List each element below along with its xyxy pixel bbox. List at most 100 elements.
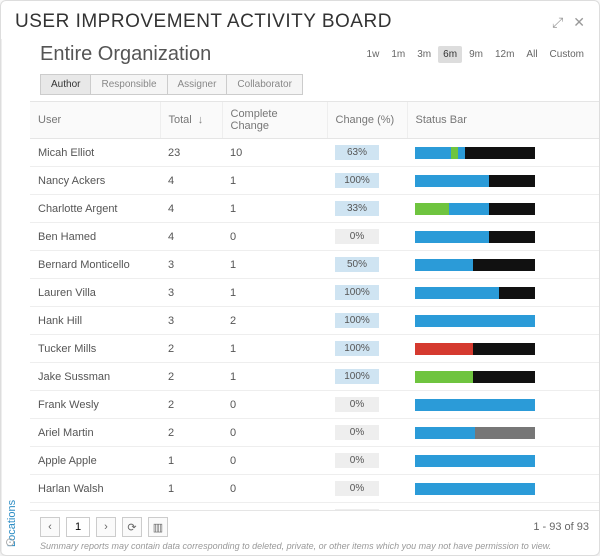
table-row: Hank Hill32100% bbox=[30, 307, 599, 335]
cell-total: 1 bbox=[160, 503, 222, 511]
page-title: USER IMPROVEMENT ACTIVITY BOARD bbox=[15, 11, 552, 33]
disclaimer: Summary reports may contain data corresp… bbox=[40, 541, 589, 551]
role-tab-author[interactable]: Author bbox=[40, 74, 91, 95]
cell-user: Hank Hill bbox=[30, 307, 160, 335]
col-status-bar[interactable]: Status Bar bbox=[407, 102, 599, 139]
cell-user: Lauren Villa bbox=[30, 279, 160, 307]
cell-status-bar bbox=[407, 363, 599, 391]
table-row: Jackie Jackson100% bbox=[30, 503, 599, 511]
cell-total: 3 bbox=[160, 279, 222, 307]
col-user[interactable]: User bbox=[30, 102, 160, 139]
locations-tab[interactable]: Locations bbox=[1, 39, 22, 555]
refresh-button[interactable]: ⟳ bbox=[122, 517, 142, 537]
cell-status-bar bbox=[407, 279, 599, 307]
cell-status-bar bbox=[407, 223, 599, 251]
cell-total: 1 bbox=[160, 475, 222, 503]
cell-user: Tucker Mills bbox=[30, 335, 160, 363]
close-icon[interactable]: ✕ bbox=[573, 14, 585, 31]
cell-change-pct: 63% bbox=[327, 139, 407, 167]
cell-complete-change: 0 bbox=[222, 419, 327, 447]
cell-status-bar bbox=[407, 167, 599, 195]
cell-total: 2 bbox=[160, 335, 222, 363]
cell-status-bar bbox=[407, 503, 599, 511]
cell-status-bar bbox=[407, 195, 599, 223]
prev-page-button[interactable]: ‹ bbox=[40, 517, 60, 537]
cell-change-pct: 0% bbox=[327, 475, 407, 503]
collapse-icon[interactable]: ⊙ bbox=[5, 535, 15, 549]
range-9m[interactable]: 9m bbox=[464, 46, 488, 63]
cell-change-pct: 0% bbox=[327, 391, 407, 419]
col-total[interactable]: Total↓ bbox=[160, 102, 222, 139]
range-All[interactable]: All bbox=[521, 46, 542, 63]
export-button[interactable]: ▥ bbox=[148, 517, 168, 537]
cell-complete-change: 0 bbox=[222, 503, 327, 511]
cell-status-bar bbox=[407, 335, 599, 363]
table-row: Harlan Walsh100% bbox=[30, 475, 599, 503]
role-tab-collaborator[interactable]: Collaborator bbox=[226, 74, 302, 95]
cell-total: 2 bbox=[160, 363, 222, 391]
cell-user: Ben Hamed bbox=[30, 223, 160, 251]
cell-status-bar bbox=[407, 251, 599, 279]
table-row: Nancy Ackers41100% bbox=[30, 167, 599, 195]
cell-total: 4 bbox=[160, 195, 222, 223]
cell-complete-change: 1 bbox=[222, 195, 327, 223]
table-row: Tucker Mills21100% bbox=[30, 335, 599, 363]
cell-change-pct: 100% bbox=[327, 279, 407, 307]
table-row: Ben Hamed400% bbox=[30, 223, 599, 251]
range-1w[interactable]: 1w bbox=[362, 46, 385, 63]
page-range: 1 - 93 of 93 bbox=[533, 521, 589, 533]
cell-change-pct: 100% bbox=[327, 307, 407, 335]
col-complete-change[interactable]: Complete Change bbox=[222, 102, 327, 139]
table-row: Frank Wesly200% bbox=[30, 391, 599, 419]
time-range-group: 1w1m3m6m9m12mAllCustom bbox=[362, 46, 589, 63]
page-input[interactable] bbox=[66, 517, 90, 537]
cell-total: 3 bbox=[160, 251, 222, 279]
cell-user: Apple Apple bbox=[30, 447, 160, 475]
sort-desc-icon: ↓ bbox=[198, 114, 204, 126]
cell-complete-change: 2 bbox=[222, 307, 327, 335]
cell-complete-change: 1 bbox=[222, 335, 327, 363]
cell-status-bar bbox=[407, 307, 599, 335]
cell-change-pct: 0% bbox=[327, 419, 407, 447]
col-change-pct[interactable]: Change (%) bbox=[327, 102, 407, 139]
cell-total: 2 bbox=[160, 391, 222, 419]
table-row: Micah Elliot231063% bbox=[30, 139, 599, 167]
range-6m[interactable]: 6m bbox=[438, 46, 462, 63]
range-1m[interactable]: 1m bbox=[386, 46, 410, 63]
cell-user: Ariel Martin bbox=[30, 419, 160, 447]
cell-user: Jake Sussman bbox=[30, 363, 160, 391]
cell-complete-change: 0 bbox=[222, 447, 327, 475]
table-row: Jake Sussman21100% bbox=[30, 363, 599, 391]
cell-user: Nancy Ackers bbox=[30, 167, 160, 195]
cell-change-pct: 0% bbox=[327, 447, 407, 475]
cell-status-bar bbox=[407, 139, 599, 167]
cell-change-pct: 0% bbox=[327, 503, 407, 511]
next-page-button[interactable]: › bbox=[96, 517, 116, 537]
cell-total: 4 bbox=[160, 223, 222, 251]
cell-change-pct: 100% bbox=[327, 167, 407, 195]
cell-complete-change: 0 bbox=[222, 223, 327, 251]
range-3m[interactable]: 3m bbox=[412, 46, 436, 63]
range-Custom[interactable]: Custom bbox=[545, 46, 589, 63]
cell-status-bar bbox=[407, 391, 599, 419]
cell-complete-change: 1 bbox=[222, 363, 327, 391]
cell-change-pct: 100% bbox=[327, 335, 407, 363]
cell-change-pct: 50% bbox=[327, 251, 407, 279]
cell-user: Charlotte Argent bbox=[30, 195, 160, 223]
table-row: Ariel Martin200% bbox=[30, 419, 599, 447]
cell-status-bar bbox=[407, 475, 599, 503]
range-12m[interactable]: 12m bbox=[490, 46, 519, 63]
role-tab-assigner[interactable]: Assigner bbox=[167, 74, 228, 95]
role-tab-responsible[interactable]: Responsible bbox=[90, 74, 167, 95]
cell-total: 1 bbox=[160, 447, 222, 475]
cell-complete-change: 1 bbox=[222, 279, 327, 307]
cell-user: Micah Elliot bbox=[30, 139, 160, 167]
cell-user: Frank Wesly bbox=[30, 391, 160, 419]
expand-icon[interactable]: ⤢ bbox=[552, 14, 563, 31]
cell-user: Bernard Monticello bbox=[30, 251, 160, 279]
cell-total: 3 bbox=[160, 307, 222, 335]
cell-total: 4 bbox=[160, 167, 222, 195]
cell-complete-change: 1 bbox=[222, 167, 327, 195]
cell-complete-change: 1 bbox=[222, 251, 327, 279]
cell-status-bar bbox=[407, 447, 599, 475]
